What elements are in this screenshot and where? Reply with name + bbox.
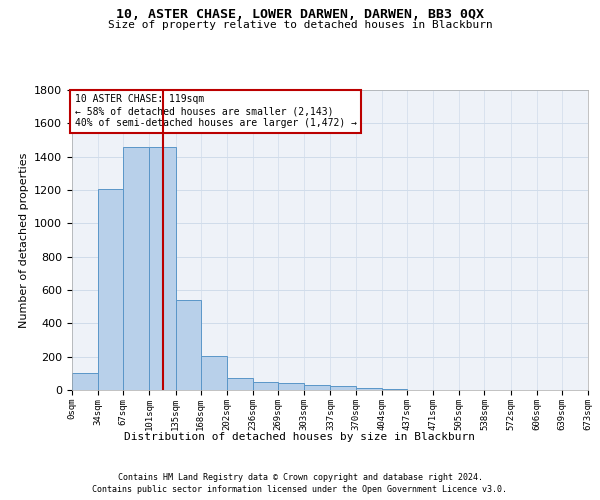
Bar [72, 374, 98, 390]
Bar [176, 300, 201, 390]
Text: 10 ASTER CHASE: 119sqm
← 58% of detached houses are smaller (2,143)
40% of semi-: 10 ASTER CHASE: 119sqm ← 58% of detached… [74, 94, 356, 128]
Bar [382, 388, 407, 390]
Text: Size of property relative to detached houses in Blackburn: Size of property relative to detached ho… [107, 20, 493, 30]
Bar [331, 386, 356, 390]
Bar [356, 388, 382, 390]
Y-axis label: Number of detached properties: Number of detached properties [19, 152, 29, 328]
Text: 10, ASTER CHASE, LOWER DARWEN, DARWEN, BB3 0QX: 10, ASTER CHASE, LOWER DARWEN, DARWEN, B… [116, 8, 484, 20]
Bar [253, 382, 278, 390]
Text: Contains HM Land Registry data © Crown copyright and database right 2024.: Contains HM Land Registry data © Crown c… [118, 472, 482, 482]
Text: Distribution of detached houses by size in Blackburn: Distribution of detached houses by size … [125, 432, 476, 442]
Bar [124, 146, 149, 390]
Bar [278, 384, 304, 390]
Bar [98, 189, 124, 390]
Text: Contains public sector information licensed under the Open Government Licence v3: Contains public sector information licen… [92, 485, 508, 494]
Bar [227, 378, 253, 390]
Bar [201, 356, 227, 390]
Bar [149, 146, 176, 390]
Bar [304, 385, 331, 390]
